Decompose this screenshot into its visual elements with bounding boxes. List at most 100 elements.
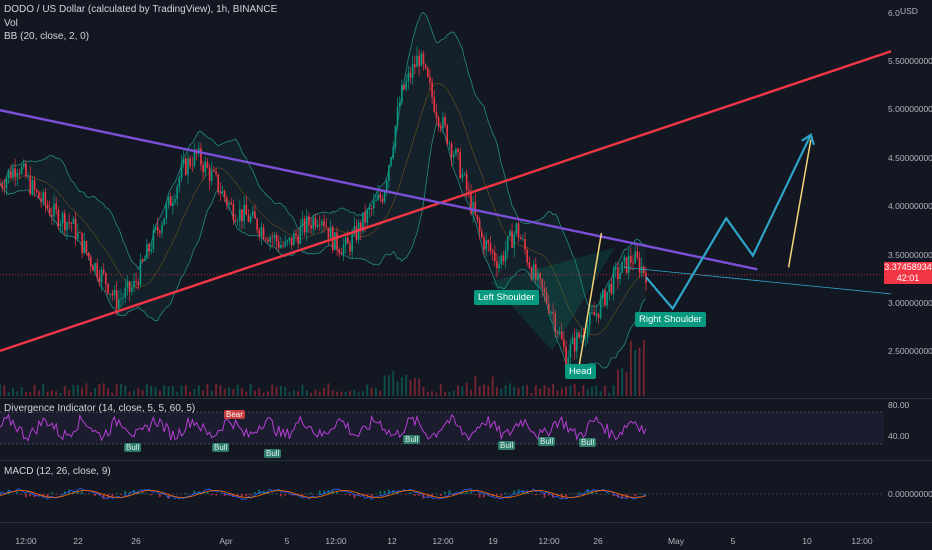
candle-body bbox=[493, 252, 496, 262]
macd-histogram-bar bbox=[245, 494, 248, 497]
candle-body bbox=[98, 277, 101, 283]
candle-body bbox=[604, 290, 606, 306]
candle-body bbox=[27, 175, 29, 177]
macd-histogram-bar bbox=[284, 494, 287, 496]
candle-body bbox=[284, 241, 286, 247]
macd-histogram-bar bbox=[167, 494, 170, 499]
candle-body bbox=[530, 267, 533, 279]
macd-histogram-bar bbox=[0, 492, 1, 494]
candle-body bbox=[96, 263, 99, 278]
volume-bar bbox=[461, 386, 464, 396]
candle-body bbox=[102, 269, 105, 274]
volume-bar bbox=[297, 391, 300, 396]
candle-body bbox=[239, 209, 241, 221]
macd-histogram-bar bbox=[81, 491, 84, 494]
candle-body bbox=[174, 199, 176, 203]
volume-bar bbox=[171, 385, 174, 396]
candle-body bbox=[308, 216, 310, 225]
candle-body bbox=[3, 187, 6, 189]
volume-bar bbox=[552, 384, 554, 396]
macd-histogram-bar bbox=[634, 494, 637, 497]
candle-body bbox=[416, 55, 418, 68]
macd-histogram-bar bbox=[452, 493, 455, 494]
rsi-tick: 40.00 bbox=[888, 431, 910, 441]
candle-body bbox=[465, 173, 468, 190]
candle-body bbox=[141, 259, 144, 262]
candle-body bbox=[118, 299, 120, 310]
candle-body bbox=[595, 313, 598, 316]
candle-body bbox=[277, 241, 280, 248]
macd-histogram-bar bbox=[465, 491, 468, 494]
macd-histogram-bar bbox=[392, 489, 395, 494]
volume-legend[interactable]: Vol bbox=[4, 18, 18, 29]
candle-body bbox=[189, 158, 191, 166]
candle-body bbox=[407, 72, 410, 82]
macd-histogram-bar bbox=[228, 494, 230, 496]
candle-body bbox=[439, 125, 442, 129]
candle-body bbox=[178, 177, 181, 187]
symbol-title[interactable]: DODO / US Dollar (calculated by TradingV… bbox=[4, 4, 281, 15]
time-tick: 5 bbox=[284, 536, 290, 546]
trend-lines bbox=[0, 50, 892, 366]
macd-legend[interactable]: MACD (12, 26, close, 9) bbox=[4, 466, 111, 477]
volume-bar bbox=[582, 384, 585, 396]
candle-body bbox=[169, 196, 172, 206]
candle-body bbox=[606, 291, 608, 306]
macd-histogram-bar bbox=[184, 493, 187, 494]
candle-body bbox=[202, 164, 204, 173]
candle-body bbox=[72, 218, 75, 224]
candle-body bbox=[305, 216, 308, 233]
volume-bar bbox=[604, 385, 606, 396]
candle-body bbox=[288, 237, 291, 241]
volume-bar bbox=[422, 386, 425, 396]
macd-histogram-bar bbox=[20, 494, 23, 495]
candle-body bbox=[599, 298, 602, 318]
price-tick: 4.50000000 bbox=[888, 153, 932, 163]
volume-bar bbox=[470, 389, 472, 396]
candle-body bbox=[608, 283, 611, 292]
volume-bar bbox=[137, 387, 140, 396]
volume-bar bbox=[625, 371, 628, 396]
volume-bar bbox=[323, 387, 325, 396]
bb-legend[interactable]: BB (20, close, 2, 0) bbox=[4, 31, 90, 42]
candle-body bbox=[487, 240, 490, 244]
volume-bar bbox=[530, 392, 533, 396]
candle-body bbox=[418, 55, 420, 67]
volume-bar bbox=[124, 385, 127, 396]
candle-body bbox=[390, 157, 392, 166]
macd-histogram-bar bbox=[349, 494, 351, 496]
symbol-title-text: DODO / US Dollar (calculated by TradingV… bbox=[4, 4, 278, 15]
candle-body bbox=[426, 67, 429, 78]
volume-bar bbox=[418, 378, 421, 396]
candle-body bbox=[455, 148, 457, 155]
macd-histogram-bar bbox=[292, 494, 295, 496]
candle-body bbox=[267, 239, 269, 242]
macd-histogram-bar bbox=[586, 488, 589, 494]
candle-body bbox=[547, 303, 550, 314]
bull-signal: Bull bbox=[403, 435, 421, 444]
macd-histogram-bar bbox=[206, 491, 209, 494]
candle-body bbox=[362, 212, 364, 232]
volume-bar bbox=[452, 390, 455, 396]
macd-histogram-bar bbox=[254, 492, 256, 494]
candle-body bbox=[457, 148, 459, 152]
divergence-legend[interactable]: Divergence Indicator (14, close, 5, 5, 6… bbox=[4, 403, 196, 414]
candle-body bbox=[364, 212, 366, 223]
volume-bar bbox=[547, 387, 550, 396]
measured-move-line bbox=[578, 232, 603, 366]
projection-arrowhead bbox=[801, 133, 815, 146]
candle-body bbox=[411, 64, 414, 78]
extension-line bbox=[623, 266, 892, 295]
macd-histogram-bar bbox=[500, 494, 503, 496]
candle-body bbox=[76, 232, 79, 240]
candle-body bbox=[115, 290, 118, 310]
candle-body bbox=[537, 273, 539, 281]
candle-body bbox=[353, 226, 356, 235]
volume-bar bbox=[184, 385, 187, 396]
price-tick: 3.00000000 bbox=[888, 298, 932, 308]
macd-histogram-bar bbox=[435, 493, 438, 494]
candle-body bbox=[273, 235, 276, 238]
candle-body bbox=[44, 192, 47, 205]
candle-body bbox=[228, 202, 230, 205]
